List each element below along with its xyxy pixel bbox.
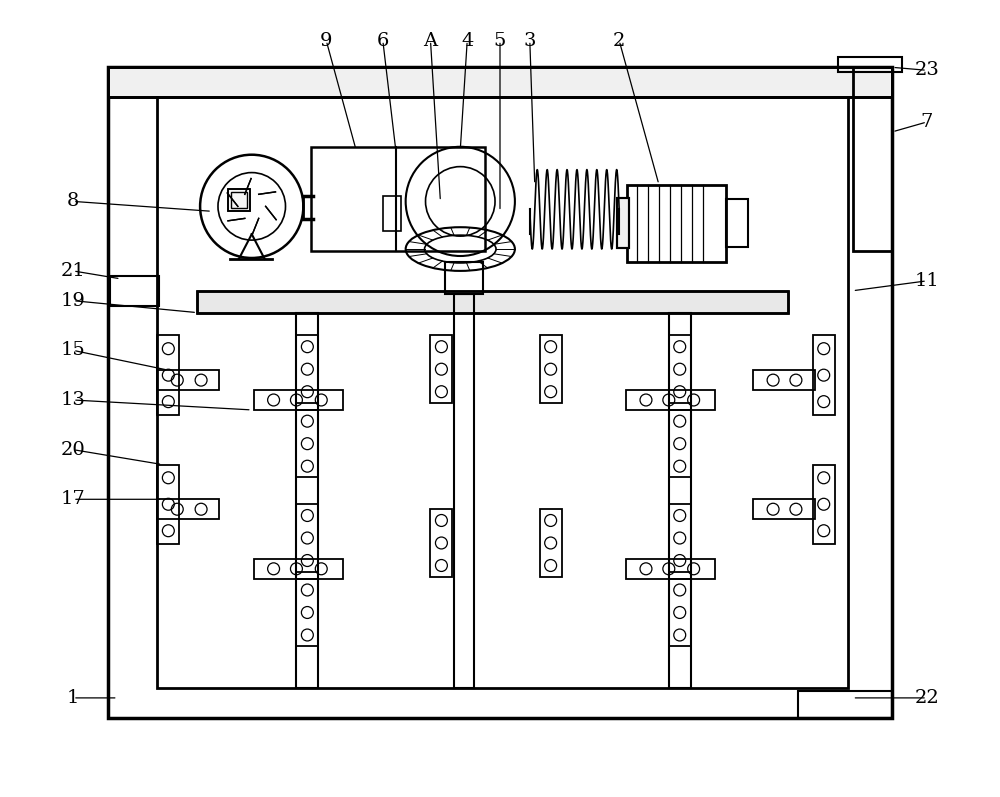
Bar bbox=[157, 97, 848, 688]
Text: 9: 9 bbox=[320, 32, 332, 49]
Bar bbox=[627, 184, 726, 262]
Bar bbox=[296, 505, 318, 571]
Bar bbox=[540, 509, 562, 577]
Bar bbox=[430, 509, 452, 577]
Text: 7: 7 bbox=[921, 113, 933, 131]
Text: 5: 5 bbox=[494, 32, 506, 49]
Bar bbox=[798, 691, 892, 718]
Bar bbox=[669, 410, 691, 477]
Bar bbox=[813, 465, 835, 544]
Text: A: A bbox=[423, 32, 438, 49]
Bar bbox=[254, 559, 343, 579]
Bar bbox=[296, 410, 318, 477]
Text: 15: 15 bbox=[61, 341, 85, 359]
Bar bbox=[108, 67, 892, 97]
Text: 22: 22 bbox=[915, 689, 939, 707]
Bar bbox=[254, 390, 343, 410]
Bar bbox=[726, 199, 748, 247]
Bar bbox=[157, 370, 219, 390]
Bar bbox=[540, 336, 562, 403]
Text: 1: 1 bbox=[67, 689, 79, 707]
Text: 4: 4 bbox=[461, 32, 473, 49]
Text: 13: 13 bbox=[61, 391, 85, 409]
Bar bbox=[813, 336, 835, 415]
Bar bbox=[157, 336, 179, 415]
Bar bbox=[228, 190, 250, 211]
Bar bbox=[430, 336, 452, 403]
Bar bbox=[108, 67, 892, 718]
Bar bbox=[617, 198, 629, 248]
Bar bbox=[669, 336, 691, 403]
Bar bbox=[753, 370, 815, 390]
Bar bbox=[669, 505, 691, 571]
Bar bbox=[108, 67, 892, 97]
Text: 6: 6 bbox=[377, 32, 389, 49]
Bar bbox=[296, 579, 318, 646]
Bar bbox=[197, 291, 788, 312]
Bar bbox=[383, 196, 401, 231]
Text: 17: 17 bbox=[61, 490, 85, 508]
Bar bbox=[853, 67, 892, 251]
Text: 3: 3 bbox=[524, 32, 536, 49]
Bar bbox=[157, 465, 179, 544]
Text: 2: 2 bbox=[613, 32, 625, 49]
Bar bbox=[753, 499, 815, 519]
Bar bbox=[626, 390, 715, 410]
Bar bbox=[669, 312, 691, 688]
Bar bbox=[626, 559, 715, 579]
Text: 11: 11 bbox=[915, 272, 939, 290]
Bar bbox=[445, 262, 483, 294]
Text: 23: 23 bbox=[915, 61, 939, 80]
Bar bbox=[231, 192, 247, 208]
Bar bbox=[454, 294, 474, 688]
Bar bbox=[110, 276, 159, 306]
Bar bbox=[197, 291, 788, 312]
Bar bbox=[311, 147, 485, 251]
Bar bbox=[296, 336, 318, 403]
Text: 8: 8 bbox=[67, 192, 79, 210]
Text: 21: 21 bbox=[61, 262, 85, 280]
Text: 20: 20 bbox=[61, 441, 85, 458]
Text: 19: 19 bbox=[61, 292, 85, 310]
Bar bbox=[296, 312, 318, 688]
Bar bbox=[617, 198, 629, 248]
Bar bbox=[838, 57, 902, 73]
Bar bbox=[669, 579, 691, 646]
Bar bbox=[228, 190, 250, 211]
Bar bbox=[157, 499, 219, 519]
